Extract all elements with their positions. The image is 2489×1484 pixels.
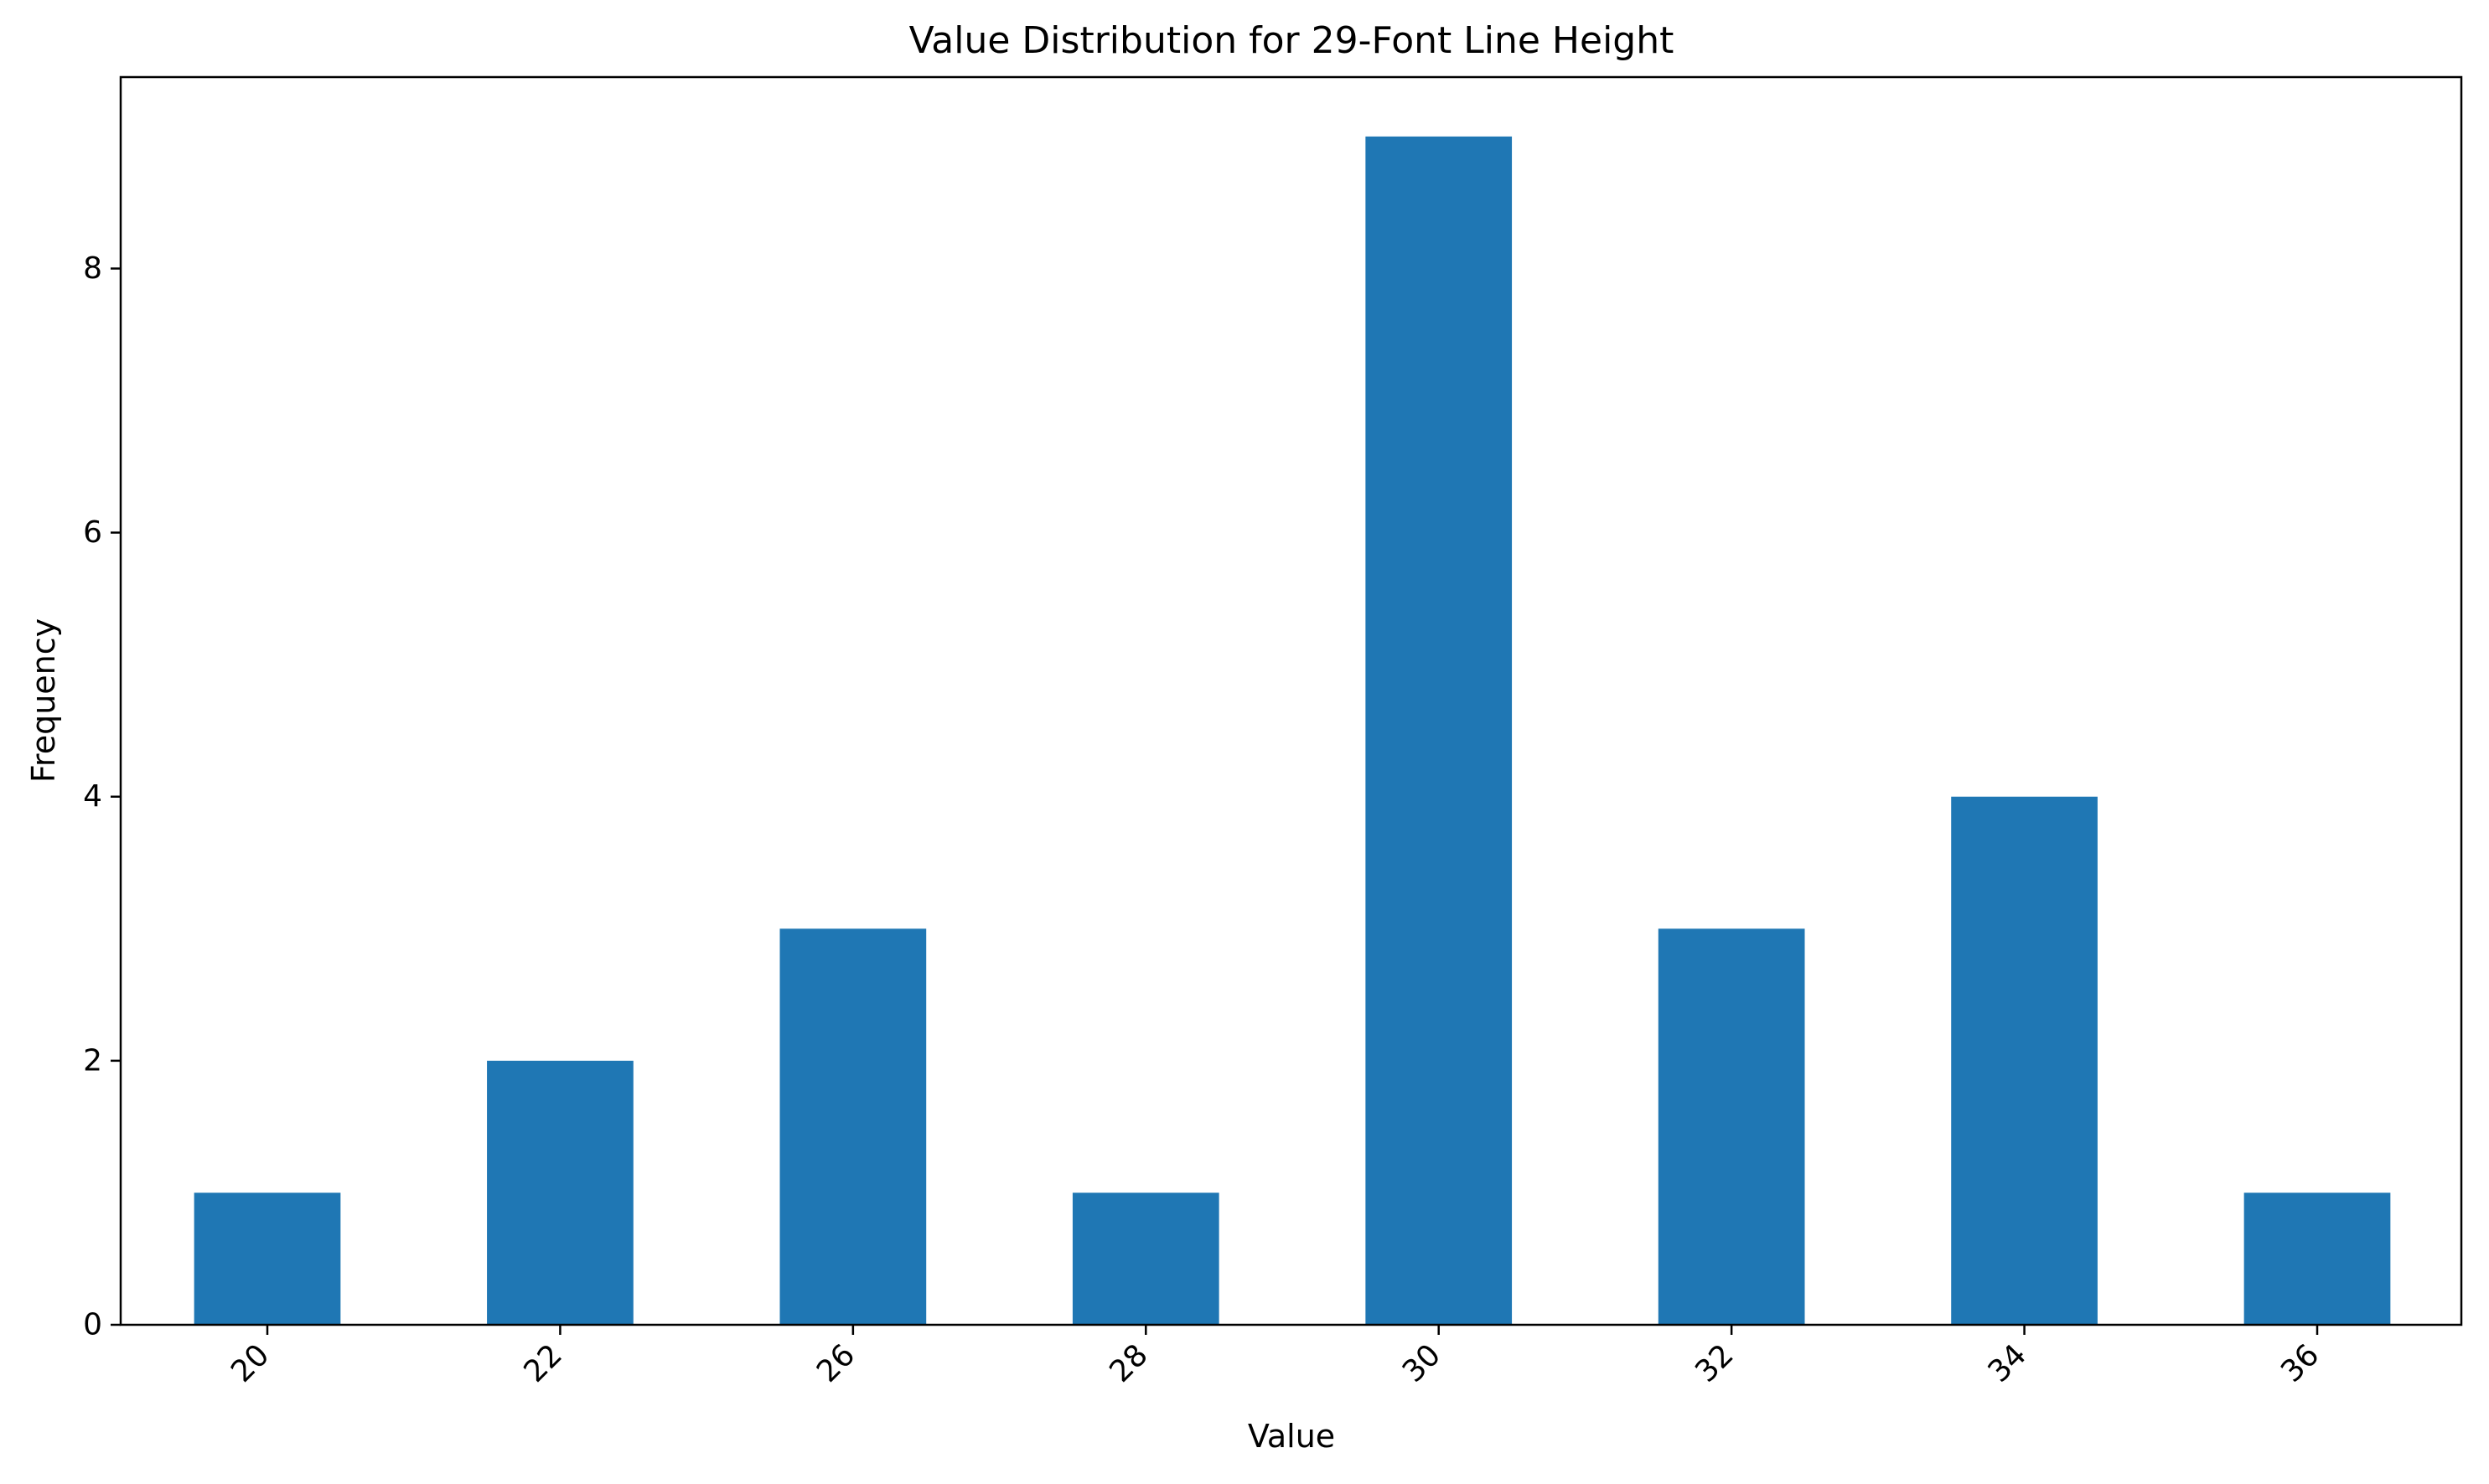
bar-34 (1951, 796, 2098, 1325)
x-tick-label-36: 36 (2274, 1338, 2326, 1389)
bar-28 (1072, 1192, 1219, 1325)
bar-22 (487, 1060, 634, 1325)
x-tick-label-20: 20 (225, 1338, 276, 1389)
x-tick-label-26: 26 (810, 1338, 862, 1389)
y-tick-label-4: 4 (83, 779, 102, 814)
x-axis-label: Value (1248, 1418, 1335, 1455)
bar-20 (194, 1192, 341, 1325)
y-tick-label-2: 2 (83, 1043, 102, 1078)
chart-title: Value Distribution for 29-Font Line Heig… (909, 19, 1674, 62)
bars-layer (194, 136, 2391, 1325)
x-tick-label-32: 32 (1689, 1338, 1740, 1389)
x-tick-label-28: 28 (1103, 1338, 1154, 1389)
y-tick-label-8: 8 (83, 251, 102, 286)
plot-frame (119, 75, 2463, 1326)
y-tick-label-6: 6 (83, 515, 102, 550)
bar-30 (1365, 136, 1513, 1325)
x-tick-label-34: 34 (1982, 1338, 2033, 1389)
bar-36 (2243, 1192, 2391, 1325)
y-axis: 0 2 4 6 8 (83, 251, 121, 1342)
x-tick-label-30: 30 (1396, 1338, 1447, 1389)
bar-32 (1658, 928, 1805, 1325)
y-axis-label: Frequency (25, 618, 62, 783)
y-tick-label-0: 0 (83, 1308, 102, 1342)
bar-26 (779, 928, 927, 1325)
x-tick-label-22: 22 (518, 1338, 569, 1389)
x-axis: 20 22 26 28 30 32 34 36 (225, 1325, 2326, 1389)
